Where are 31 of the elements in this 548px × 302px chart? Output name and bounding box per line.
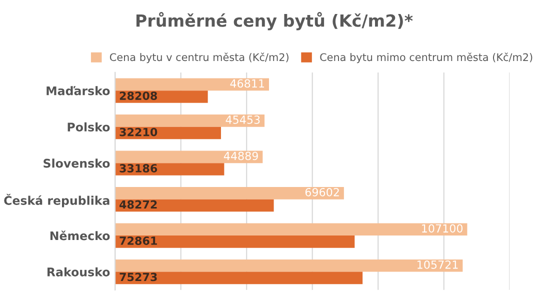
- bar: [115, 199, 274, 212]
- data-label: 33186: [120, 164, 158, 172]
- y-tick-label: Maďarsko: [46, 86, 110, 96]
- data-label: 48272: [120, 200, 157, 209]
- bar: [115, 78, 269, 91]
- data-label: 44889: [224, 152, 258, 160]
- y-tick-label: Slovensko: [44, 158, 110, 168]
- chart-title: Průměrné ceny bytů (Kč/m2)*: [136, 12, 413, 30]
- data-label: 107100: [422, 224, 463, 233]
- data-label: 75273: [120, 272, 157, 282]
- data-label: 28208: [120, 92, 157, 100]
- bar: [115, 236, 355, 248]
- data-label: 72861: [120, 236, 157, 245]
- data-label: 46811: [230, 79, 264, 88]
- legend-label: Cena bytu v centru města (Kč/m2): [110, 52, 288, 64]
- data-label: 105721: [418, 260, 458, 269]
- y-tick-label: Polsko: [68, 122, 110, 132]
- data-label: 69602: [305, 188, 339, 196]
- legend-label: Cena bytu mimo centrum města (Kč/m2): [320, 52, 532, 64]
- bar: [115, 163, 224, 176]
- y-tick-label: Česká republika: [4, 194, 110, 208]
- y-tick-label: Německo: [50, 230, 110, 240]
- data-label: 45453: [226, 116, 260, 124]
- bar: [115, 114, 265, 127]
- bar: [115, 150, 263, 164]
- bar: [115, 187, 344, 200]
- bar: [115, 223, 468, 236]
- y-tick-label: Rakousko: [48, 267, 110, 276]
- data-label: 32210: [120, 128, 158, 136]
- bar: [115, 259, 463, 272]
- bar: [115, 272, 363, 284]
